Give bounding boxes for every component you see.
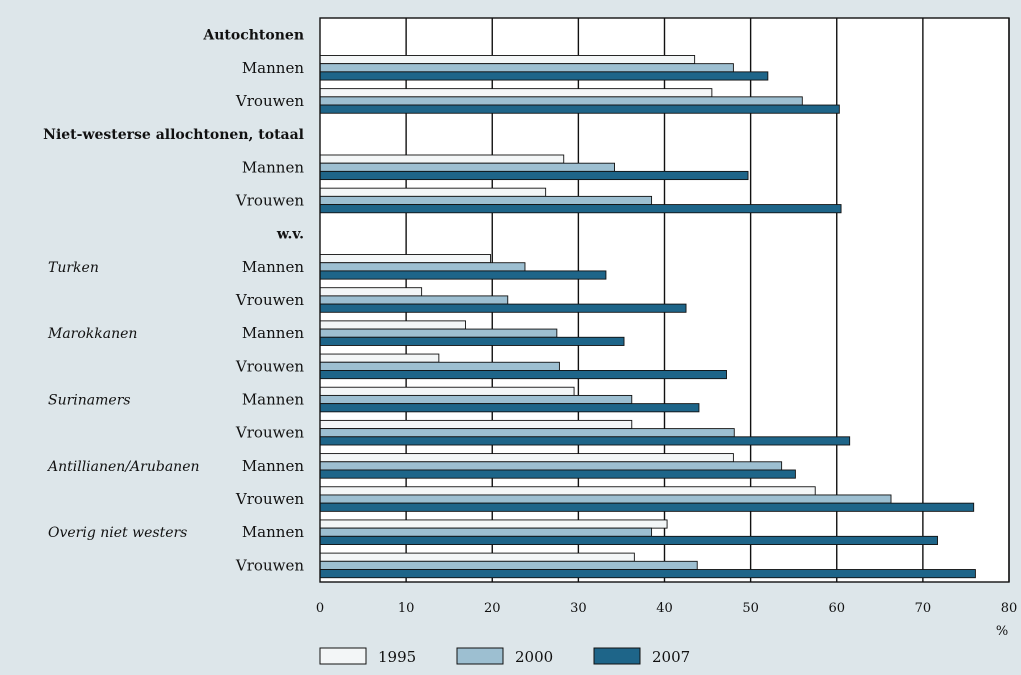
bar-2007 xyxy=(319,204,842,214)
legend-swatch-2000 xyxy=(456,647,504,665)
bar-1995 xyxy=(319,419,633,430)
bar-2007 xyxy=(319,270,607,280)
group-label: Turken xyxy=(48,260,99,276)
bar-2007 xyxy=(319,535,938,545)
row-label: Mannen xyxy=(242,59,305,77)
x-tick-label: 80 xyxy=(1001,601,1018,616)
row-label: Vrouwen xyxy=(235,191,304,209)
bar-1995 xyxy=(319,154,565,164)
bar-2000 xyxy=(319,394,633,405)
bar-2000 xyxy=(319,195,653,206)
bar-1995 xyxy=(319,453,734,463)
bar-2007 xyxy=(319,170,749,181)
group-label: Overig niet westers xyxy=(48,525,187,541)
bar-2007 xyxy=(319,71,769,81)
bar-2007 xyxy=(319,469,796,479)
bar-1995 xyxy=(319,486,816,496)
legend-swatch-2007 xyxy=(593,647,641,665)
bar-2007 xyxy=(319,403,700,413)
x-tick-label: 70 xyxy=(915,601,932,616)
legend-label: 1995 xyxy=(378,648,416,666)
group-label: Antillianen/Arubanen xyxy=(46,459,200,475)
bar-2007 xyxy=(319,569,976,579)
bar-2007 xyxy=(319,104,840,114)
x-tick-label: 60 xyxy=(828,601,845,616)
bar-2007 xyxy=(319,370,727,380)
row-header: Autochtonen xyxy=(202,28,304,44)
bar-1995 xyxy=(319,187,547,197)
group-label: Marokkanen xyxy=(47,326,137,342)
bar-2007 xyxy=(319,436,851,446)
bar-1995 xyxy=(319,519,668,529)
bar-2000 xyxy=(319,262,526,272)
bar-2000 xyxy=(319,328,558,338)
row-label: Mannen xyxy=(242,158,305,176)
x-tick-label: 10 xyxy=(398,601,415,616)
x-unit-label: % xyxy=(996,624,1008,639)
bar-1995 xyxy=(319,353,440,363)
bar-2000 xyxy=(319,527,653,537)
bar-2007 xyxy=(319,303,687,313)
bar-2000 xyxy=(319,162,615,172)
bar-2000 xyxy=(319,494,892,504)
row-label: Vrouwen xyxy=(235,490,304,508)
bar-2000 xyxy=(319,63,734,73)
x-tick-label: 0 xyxy=(316,601,324,616)
row-label: Vrouwen xyxy=(235,92,304,110)
bar-1995 xyxy=(319,88,713,98)
x-tick-label: 40 xyxy=(656,601,673,616)
x-tick-label: 20 xyxy=(484,601,501,616)
legend-label: 2000 xyxy=(515,648,553,666)
row-label: Mannen xyxy=(242,391,305,409)
row-label: Mannen xyxy=(242,258,305,276)
bar-1995 xyxy=(319,55,696,65)
bar-2000 xyxy=(319,96,803,106)
bar-1995 xyxy=(319,287,423,297)
x-tick-label: 30 xyxy=(570,601,587,616)
row-label: Vrouwen xyxy=(235,357,304,375)
row-label: Vrouwen xyxy=(235,424,304,442)
plot-frame xyxy=(319,17,1010,583)
bar-2007 xyxy=(319,502,975,512)
row-label: Vrouwen xyxy=(235,291,304,309)
row-header: w.v. xyxy=(276,227,304,243)
bar-2000 xyxy=(319,560,698,570)
legend-label: 2007 xyxy=(652,648,690,666)
bar-1995 xyxy=(319,320,467,330)
row-header: Niet-westerse allochtonen, totaal xyxy=(43,127,304,143)
bar-1995 xyxy=(319,386,575,396)
bar-1995 xyxy=(319,254,491,264)
x-tick-label: 50 xyxy=(742,601,759,616)
bar-2000 xyxy=(319,295,509,305)
group-label: Surinamers xyxy=(48,393,131,409)
row-label: Mannen xyxy=(242,457,305,475)
bar-2000 xyxy=(319,361,560,371)
bar-2000 xyxy=(319,461,783,471)
legend-swatch-1995 xyxy=(319,647,367,665)
row-label: Vrouwen xyxy=(235,556,304,574)
bar-2007 xyxy=(319,336,625,346)
bar-1995 xyxy=(319,552,635,562)
row-label: Mannen xyxy=(242,523,305,541)
row-label: Mannen xyxy=(242,324,305,342)
bar-2000 xyxy=(319,428,735,438)
